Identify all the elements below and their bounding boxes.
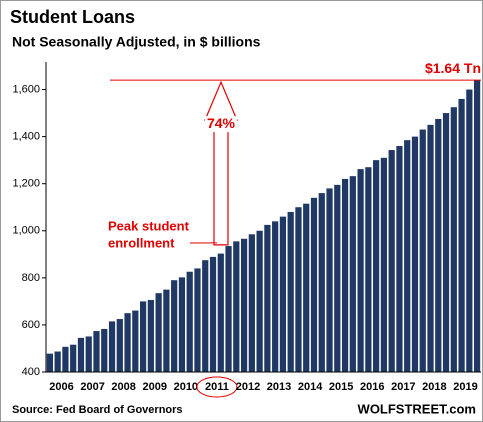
bar xyxy=(217,253,224,372)
bar xyxy=(54,351,61,372)
y-tick-label: 1,200 xyxy=(12,178,40,190)
x-tick-label: 2016 xyxy=(360,381,384,393)
x-tick-label: 2012 xyxy=(236,381,260,393)
x-tick-label: 2006 xyxy=(49,381,73,393)
bar xyxy=(435,118,442,372)
bar xyxy=(171,280,178,372)
y-tick-label: 800 xyxy=(22,272,40,284)
reference-label: $1.64 Tn xyxy=(425,60,481,76)
bar xyxy=(474,80,481,372)
bar xyxy=(108,321,116,372)
bar xyxy=(365,167,372,372)
bar xyxy=(256,230,263,372)
y-tick-label: 1,000 xyxy=(12,225,40,237)
arrow-label-bg xyxy=(205,116,237,133)
bar xyxy=(427,124,434,372)
bar xyxy=(357,169,364,372)
x-tick-label: 2008 xyxy=(111,381,135,393)
bar xyxy=(303,203,310,372)
note: enrollment xyxy=(108,235,175,250)
y-tick-label: 600 xyxy=(22,319,40,331)
x-tick-label: 2011 xyxy=(205,381,229,393)
bar xyxy=(272,221,279,372)
brand: WOLFSTREET.com xyxy=(358,401,476,416)
bar xyxy=(132,310,139,372)
bar xyxy=(225,246,232,372)
bar xyxy=(264,224,271,372)
bar xyxy=(279,216,287,372)
arrow-label: 74% xyxy=(207,115,236,131)
bar xyxy=(341,178,349,372)
bar xyxy=(124,313,131,372)
bar xyxy=(163,289,170,372)
chart-title: Student Loans xyxy=(10,7,135,27)
bar xyxy=(396,146,403,372)
x-tick-label: 2009 xyxy=(143,381,167,393)
bar xyxy=(62,346,69,372)
bar xyxy=(287,211,294,372)
x-tick-label: 2017 xyxy=(391,381,415,393)
bar xyxy=(240,238,248,372)
bar xyxy=(310,197,318,372)
bar xyxy=(248,234,255,372)
bar xyxy=(458,98,465,372)
y-tick-label: 1,600 xyxy=(12,83,40,95)
y-tick-label: 1,400 xyxy=(12,131,40,143)
x-tick-label: 2014 xyxy=(298,381,323,393)
bar xyxy=(147,299,154,372)
source: Source: Fed Board of Governors xyxy=(12,404,183,416)
x-tick-label: 2013 xyxy=(267,381,291,393)
bar xyxy=(442,113,450,373)
chart-subtitle: Not Seasonally Adjusted, in $ billions xyxy=(12,34,261,50)
bar xyxy=(326,188,333,372)
bar xyxy=(233,241,240,372)
bar xyxy=(116,319,123,372)
bar xyxy=(70,344,77,372)
bar xyxy=(334,184,341,372)
bar xyxy=(466,89,473,373)
bar xyxy=(373,160,380,372)
bar xyxy=(349,176,356,372)
bar xyxy=(295,207,302,372)
bar xyxy=(101,328,108,372)
bar xyxy=(139,301,147,372)
bar xyxy=(85,336,92,372)
y-tick-label: 400 xyxy=(22,366,40,378)
bar xyxy=(202,260,209,372)
bar xyxy=(318,193,325,372)
x-tick-label: 2015 xyxy=(329,381,353,393)
bar xyxy=(404,140,411,372)
bar xyxy=(194,268,201,372)
bar xyxy=(46,353,53,372)
bar xyxy=(411,136,419,372)
bar xyxy=(155,293,162,372)
bar xyxy=(77,337,85,372)
x-tick-label: 2018 xyxy=(422,381,446,393)
bar xyxy=(450,107,457,372)
bar xyxy=(209,256,217,372)
x-tick-label: 2019 xyxy=(453,381,477,393)
x-tick-label: 2010 xyxy=(174,381,198,393)
bar xyxy=(388,150,395,372)
bar xyxy=(419,129,426,372)
x-tick-label: 2007 xyxy=(80,381,104,393)
bar xyxy=(186,271,193,372)
bar xyxy=(178,277,186,372)
bar xyxy=(93,331,100,372)
note: Peak student xyxy=(108,218,190,233)
highlight xyxy=(196,376,238,398)
bar xyxy=(380,157,388,372)
